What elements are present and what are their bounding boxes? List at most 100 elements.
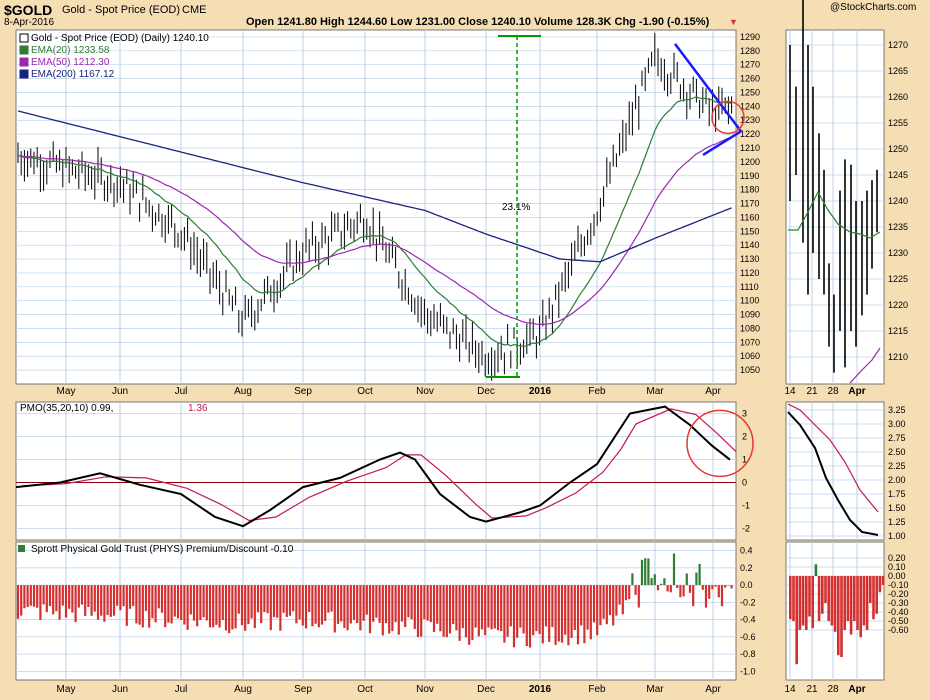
phys-bar <box>592 585 596 623</box>
phys-bar <box>496 585 500 631</box>
x-tick-label: Dec <box>477 684 495 695</box>
inset-phys-bar <box>805 576 808 630</box>
price-tick-label: 1060 <box>740 351 760 361</box>
phys-bar <box>506 585 509 637</box>
phys-bar <box>180 585 183 620</box>
inset-phys-tick: -0.30 <box>888 598 909 608</box>
phys-bar <box>509 585 512 627</box>
phys-bar <box>349 585 352 624</box>
phys-bar <box>205 585 208 621</box>
phys-bar <box>730 585 733 589</box>
phys-bar <box>429 585 432 623</box>
phys-bar <box>352 585 356 620</box>
x-tick-label: Apr <box>705 684 721 695</box>
inset-phys-bar <box>875 576 878 614</box>
inset-phys-bar <box>798 576 802 630</box>
phys-tick-label: -1.0 <box>740 666 756 676</box>
phys-bar <box>548 585 551 642</box>
phys-bar <box>602 585 605 619</box>
phys-bar <box>80 585 84 605</box>
phys-bar <box>596 585 599 636</box>
phys-bar <box>288 585 292 616</box>
phys-bar <box>378 585 381 623</box>
phys-bar <box>151 585 154 619</box>
inset-phys-tick: -0.40 <box>888 607 909 617</box>
inset-x-label: 14 <box>784 684 796 695</box>
phys-bar <box>160 585 164 613</box>
price-tick-label: 1230 <box>740 115 760 125</box>
phys-bar <box>199 585 202 621</box>
phys-bar <box>394 585 397 623</box>
price-tick-label: 1160 <box>740 212 759 222</box>
phys-bar <box>135 585 138 624</box>
inset-price-tick: 1230 <box>888 248 908 258</box>
inset-phys-bar <box>814 564 818 576</box>
phys-bar <box>621 585 624 615</box>
phys-tick-label: -0.2 <box>740 597 756 607</box>
phys-bar <box>516 585 519 638</box>
phys-bar <box>628 585 631 600</box>
phys-bar <box>701 585 704 590</box>
inset-pmo-tick: 2.75 <box>888 433 906 443</box>
phys-bar <box>532 585 535 636</box>
phys-bar <box>647 558 650 586</box>
phys-bar <box>381 585 384 636</box>
phys-bar <box>263 585 266 613</box>
x-tick-label: Jul <box>175 386 188 397</box>
phys-bar <box>253 585 256 628</box>
phys-bar <box>336 585 340 624</box>
phys-bar <box>221 585 224 620</box>
price-tick-label: 1090 <box>740 310 760 320</box>
phys-bar <box>186 585 189 630</box>
phys-bar <box>698 563 701 586</box>
price-tick-label: 1220 <box>740 129 760 139</box>
phys-bar <box>714 585 717 587</box>
phys-tick-label: 0.0 <box>740 580 753 590</box>
inset-phys-tick: 0.10 <box>888 562 906 572</box>
legend-swatch <box>19 45 29 55</box>
inset-phys-bar <box>840 576 843 657</box>
ema20-line <box>17 96 732 348</box>
phys-bar <box>228 585 231 634</box>
phys-bar <box>580 585 583 626</box>
inset-phys-bar <box>881 576 885 585</box>
phys-bar <box>314 585 317 624</box>
phys-bar <box>557 585 560 642</box>
phys-bar <box>656 585 660 591</box>
inset-phys-bar <box>830 576 834 626</box>
inset-pmo-tick: 1.50 <box>888 503 906 513</box>
price-tick-label: 1130 <box>740 254 759 264</box>
inset-phys-bar <box>801 576 805 626</box>
phys-bar <box>304 585 308 629</box>
x-tick-label: 2016 <box>529 386 552 397</box>
phys-bar <box>71 585 74 613</box>
phys-bar <box>717 585 720 598</box>
phys-bar <box>484 585 487 636</box>
price-tick-label: 1250 <box>740 87 760 97</box>
phys-bar <box>189 585 192 615</box>
chart-date: 8-Apr-2016 <box>4 17 55 28</box>
phys-bar <box>282 585 285 613</box>
phys-bar <box>333 585 336 633</box>
phys-bar <box>688 585 692 593</box>
phys-bar <box>724 585 727 588</box>
inset-pmo-tick: 2.00 <box>888 475 906 485</box>
phys-bar <box>208 585 212 628</box>
phys-bar <box>436 585 439 624</box>
phys-bar <box>666 585 669 592</box>
phys-bar <box>519 585 522 628</box>
phys-bar <box>650 578 653 586</box>
inset-pmo-signal-line <box>787 403 879 513</box>
legend-swatch <box>19 33 29 43</box>
phys-bar <box>224 585 228 631</box>
x-tick-label: Oct <box>357 386 373 397</box>
price-tick-label: 1210 <box>740 143 760 153</box>
phys-bar <box>295 585 298 624</box>
price-tick-label: 1170 <box>740 199 759 209</box>
phys-bar <box>720 585 724 607</box>
price-tick-label: 1290 <box>740 32 760 42</box>
phys-bar <box>471 585 474 641</box>
phys-bar <box>173 585 176 617</box>
phys-bar <box>176 585 180 619</box>
phys-legend-swatch <box>18 545 25 552</box>
